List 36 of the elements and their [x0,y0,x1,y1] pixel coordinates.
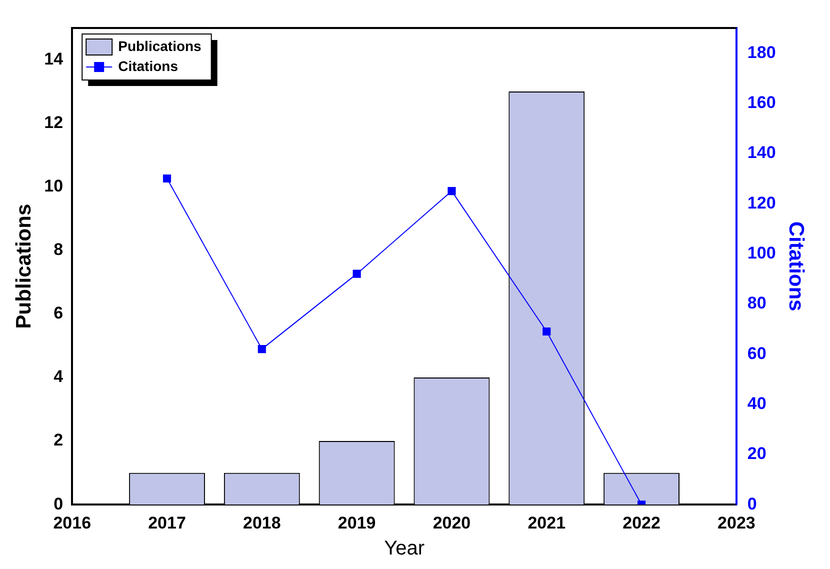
y2-tick-label: 180 [747,42,776,62]
x-tick-label: 2023 [718,513,756,532]
point [448,187,456,196]
y-tick-label: 8 [54,240,64,260]
x-tick-label: 2021 [528,513,566,532]
point [352,270,361,278]
x-tick-label: 2022 [622,513,660,532]
y-tick-label: 12 [44,113,64,132]
y-tick-label: 14 [44,49,64,68]
y-tick-label: 10 [44,176,64,196]
y2-tick-label: 80 [747,294,766,313]
x-axis-title: Year [384,538,425,560]
x-tick-label: 2016 [53,513,92,532]
y2-tick-label: 120 [747,193,776,212]
x-tick-label: 2019 [338,513,376,532]
y-tick-label: 4 [54,367,64,386]
x-tick-label: 2018 [243,513,281,532]
y2-tick-label: 100 [747,243,776,262]
x-tick-label: 2017 [148,513,186,532]
point [542,327,551,336]
y-tick-label: 6 [54,304,64,323]
y-tick-label: 2 [54,430,64,450]
y2-tick-label: 40 [747,394,766,413]
y2-tick-label: 140 [747,143,776,162]
legend-label: Publications [118,38,202,54]
y-tick-label: 0 [54,494,64,514]
y2-axis-title: Citations [784,221,808,312]
legend-label: Citations [118,58,178,74]
point [258,345,266,354]
y-axis-title: Publications [12,204,36,329]
point [162,174,172,183]
x-tick-label: 2020 [432,513,471,532]
y2-tick-label: 60 [747,344,766,363]
y2-tick-label: 0 [747,494,757,514]
y2-tick-label: 20 [747,444,766,464]
y2-tick-label: 160 [747,92,776,112]
